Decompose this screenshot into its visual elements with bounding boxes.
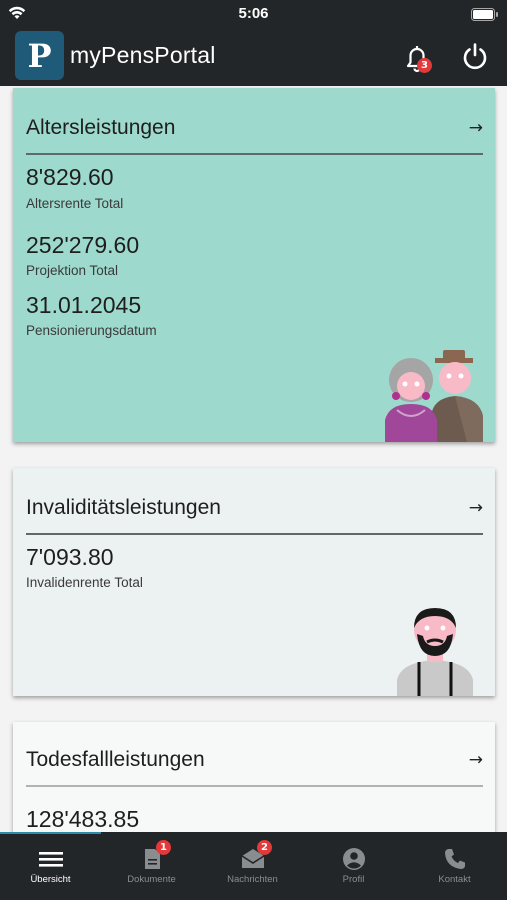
todesfall-value: 128'483.85 [26, 806, 140, 832]
active-tab-indicator [0, 832, 101, 834]
nav-item-uebersicht[interactable]: Übersicht [0, 832, 101, 900]
projektion-value: 252'279.60 [26, 232, 140, 258]
arrow-right-icon[interactable]: → [468, 498, 483, 518]
invalidenrente-label: Invalidenrente Total [26, 575, 143, 590]
dokumente-badge: 1 [156, 840, 171, 855]
card-title: Todesfallleistungen [26, 748, 205, 771]
logout-power-icon[interactable] [460, 41, 490, 71]
projektion-label: Projektion Total [26, 263, 119, 278]
card-title: Altersleistungen [26, 116, 176, 139]
phone-icon [445, 849, 465, 869]
nav-item-kontakt[interactable]: Kontakt [404, 832, 505, 900]
nav-label: Dokumente [127, 874, 176, 885]
pensionierungsdatum-value: 31.01.2045 [26, 292, 142, 318]
bearded-man-illustration [397, 608, 473, 696]
battery-icon [471, 8, 498, 21]
app-logo: P [15, 31, 64, 80]
invalidenrente-value: 7'093.80 [26, 544, 114, 570]
arrow-right-icon[interactable]: → [468, 750, 483, 770]
nav-item-nachrichten[interactable]: 2 Nachrichten [202, 832, 303, 900]
nav-label: Übersicht [30, 874, 71, 885]
altersrente-value: 8'829.60 [26, 164, 114, 190]
card-todesfallleistungen[interactable]: Todesfallleistungen → 128'483.85 [13, 722, 495, 832]
card-title: Invaliditätsleistungen [26, 496, 221, 519]
profile-icon [343, 848, 365, 870]
card-altersleistungen[interactable]: Altersleistungen → 8'829.60 Altersrente … [13, 88, 495, 442]
pensionierungsdatum-label: Pensionierungsdatum [26, 323, 157, 338]
altersrente-label: Altersrente Total [26, 196, 124, 211]
dashboard-content: Altersleistungen → 8'829.60 Altersrente … [0, 86, 507, 832]
nav-label: Kontakt [438, 874, 471, 885]
app-title: myPensPortal [70, 42, 216, 68]
nav-item-dokumente[interactable]: 1 Dokumente [101, 832, 202, 900]
divider [26, 533, 483, 535]
app-header: P myPensPortal 3 [0, 28, 507, 86]
divider [26, 785, 483, 787]
nav-label: Profil [342, 874, 365, 885]
arrow-right-icon[interactable]: → [468, 118, 483, 138]
wifi-icon [8, 6, 26, 19]
document-icon [145, 849, 160, 869]
status-time: 5:06 [238, 5, 269, 22]
bottom-navigation: Übersicht 1 Dokumente 2 Nachrichten Prof… [0, 832, 507, 900]
nav-label: Nachrichten [227, 874, 278, 885]
nachrichten-badge: 2 [257, 840, 272, 855]
notification-badge: 3 [417, 58, 432, 73]
mail-icon [241, 849, 265, 868]
card-invaliditaetsleistungen[interactable]: Invaliditätsleistungen → 7'093.80 Invali… [13, 468, 495, 696]
status-bar: 5:06 [0, 0, 507, 28]
elderly-couple-illustration [385, 350, 483, 442]
divider [26, 153, 483, 155]
menu-icon [39, 852, 63, 867]
nav-item-profil[interactable]: Profil [303, 832, 404, 900]
